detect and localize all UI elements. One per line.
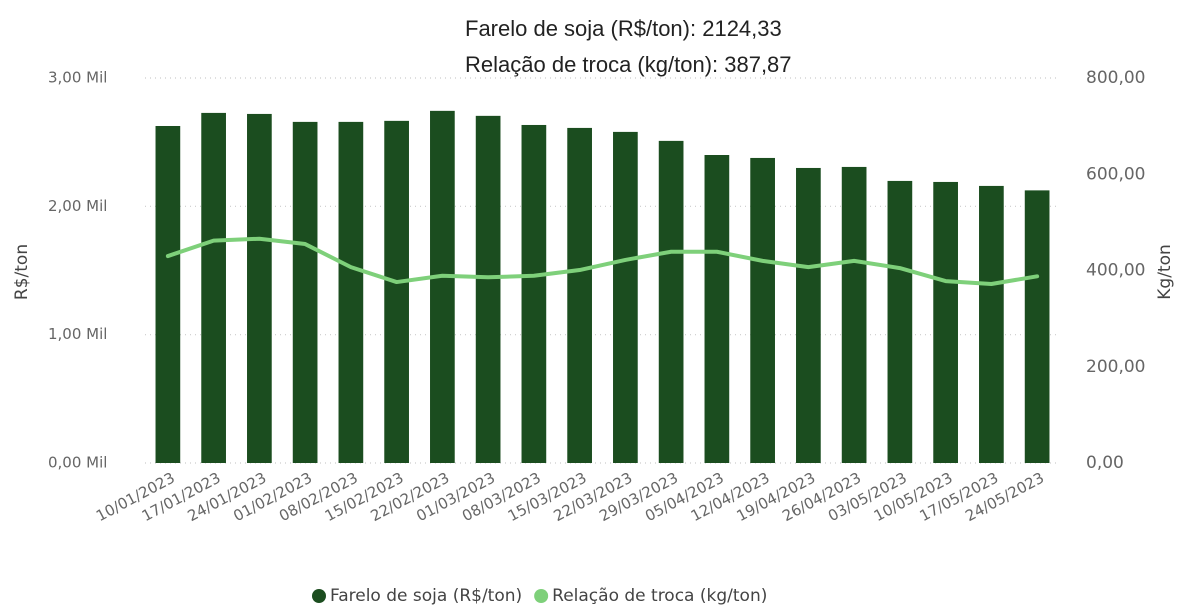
y2-tick-label: 400,00	[1086, 261, 1145, 281]
bar	[430, 110, 455, 463]
bar	[1024, 190, 1050, 463]
bar	[613, 131, 638, 463]
legend-marker	[312, 589, 326, 603]
y-axis-title: R$/ton	[12, 244, 32, 300]
y2-axis-title: Kg/ton	[1155, 244, 1175, 300]
y-tick-label: 2,00 Mil	[48, 197, 107, 215]
bar	[384, 120, 409, 463]
bar	[567, 127, 592, 464]
line	[165, 236, 1040, 286]
bar	[796, 167, 821, 463]
legend-label: Relação de troca (kg/ton)	[552, 586, 767, 606]
bar	[338, 121, 364, 463]
annotation: Farelo de soja (R$/ton): 2124,33	[465, 16, 782, 41]
bar	[750, 157, 775, 463]
legend-marker	[534, 589, 549, 603]
bar	[292, 121, 318, 463]
y-tick-label: 0,00 Mil	[48, 454, 107, 472]
bar	[704, 155, 730, 463]
bar	[887, 180, 913, 463]
bar	[841, 166, 867, 463]
y-tick-label: 1,00 Mil	[48, 325, 107, 343]
bar	[475, 115, 501, 463]
annotation: Relação de troca (kg/ton): 387,87	[465, 52, 792, 77]
y2-tick-label: 600,00	[1086, 164, 1145, 184]
bar	[933, 181, 958, 463]
bar	[201, 112, 226, 463]
legend-label: Farelo de soja (R$/ton)	[330, 586, 522, 606]
y-tick-label: 3,00 Mil	[48, 69, 107, 87]
y2-tick-label: 0,00	[1086, 453, 1124, 473]
bar	[247, 113, 272, 463]
bar	[979, 185, 1004, 463]
y2-tick-label: 200,00	[1086, 357, 1145, 377]
bar	[155, 125, 181, 463]
y2-tick-label: 800,00	[1086, 68, 1145, 88]
bar	[521, 124, 547, 463]
bar	[658, 140, 684, 463]
